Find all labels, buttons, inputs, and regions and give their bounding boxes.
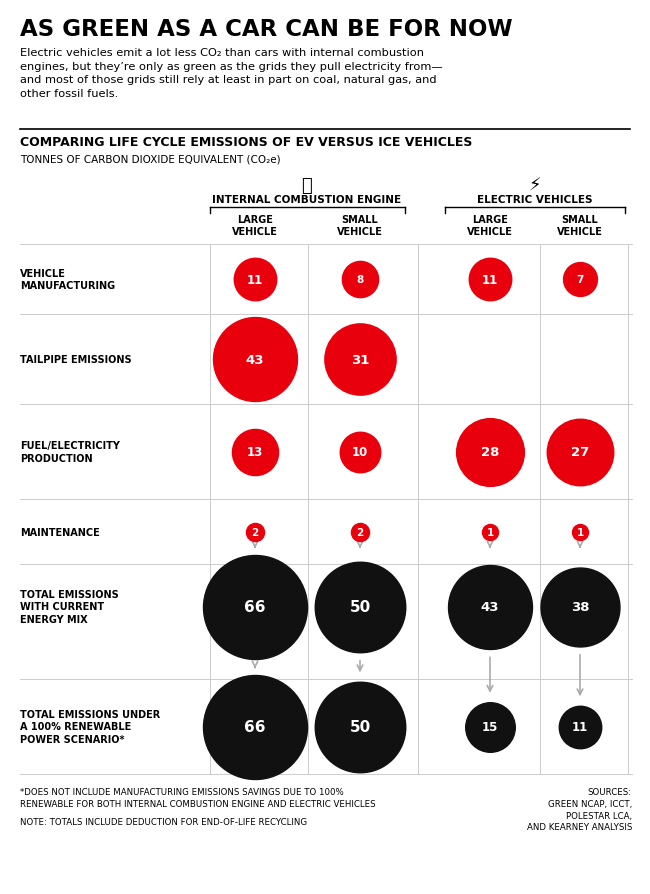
Point [575,525,585,539]
Text: 15: 15 [482,721,498,733]
Point [485,445,495,460]
Text: 11: 11 [572,721,588,733]
Text: 1: 1 [577,527,584,537]
Point [250,445,260,460]
Text: SOURCES:
GREEN NCAP, ICCT,
POLESTAR LCA,
AND KEARNEY ANALYSIS: SOURCES: GREEN NCAP, ICCT, POLESTAR LCA,… [526,787,632,831]
Text: 11: 11 [482,274,498,286]
Text: ⚡: ⚡ [528,177,541,195]
Text: 13: 13 [247,445,263,459]
Point [250,525,260,539]
Text: 31: 31 [351,353,369,366]
Text: 2: 2 [356,527,363,537]
Text: 50: 50 [350,719,370,734]
Text: 28: 28 [481,445,499,459]
Text: 43: 43 [246,353,265,366]
Text: VEHICLE
MANUFACTURING: VEHICLE MANUFACTURING [20,268,115,291]
Text: 27: 27 [571,445,589,459]
Text: ELECTRIC VEHICLES: ELECTRIC VEHICLES [477,195,593,205]
Text: 66: 66 [244,719,266,734]
Text: AS GREEN AS A CAR CAN BE FOR NOW: AS GREEN AS A CAR CAN BE FOR NOW [20,18,513,41]
Text: 10: 10 [352,445,368,459]
Text: TAILPIPE EMISSIONS: TAILPIPE EMISSIONS [20,355,131,365]
Text: Electric vehicles emit a lot less CO₂ than cars with internal combustion
engines: Electric vehicles emit a lot less CO₂ th… [20,48,443,98]
Text: NOTE: TOTALS INCLUDE DEDUCTION FOR END-OF-LIFE RECYCLING: NOTE: TOTALS INCLUDE DEDUCTION FOR END-O… [20,817,307,826]
Text: 7: 7 [577,274,584,284]
Text: 2: 2 [252,527,259,537]
Text: INTERNAL COMBUSTION ENGINE: INTERNAL COMBUSTION ENGINE [213,195,402,205]
Text: FUEL/ELECTRICITY
PRODUCTION: FUEL/ELECTRICITY PRODUCTION [20,441,120,463]
Text: SMALL
VEHICLE: SMALL VEHICLE [557,215,603,236]
Point [355,525,365,539]
Text: TOTAL EMISSIONS
WITH CURRENT
ENERGY MIX: TOTAL EMISSIONS WITH CURRENT ENERGY MIX [20,589,119,624]
Point [575,445,585,460]
Point [250,720,260,734]
Point [355,720,365,734]
Text: 8: 8 [356,274,363,284]
Point [355,352,365,367]
Point [485,720,495,734]
Point [355,445,365,460]
Point [575,600,585,614]
Point [485,600,495,614]
Text: *DOES NOT INCLUDE MANUFACTURING EMISSIONS SAVINGS DUE TO 100%
RENEWABLE FOR BOTH: *DOES NOT INCLUDE MANUFACTURING EMISSION… [20,787,376,808]
Text: 38: 38 [571,601,590,613]
Text: 🚗: 🚗 [302,177,313,195]
Text: LARGE
VEHICLE: LARGE VEHICLE [467,215,513,236]
Point [250,273,260,287]
Point [355,273,365,287]
Point [250,352,260,367]
Point [485,273,495,287]
Text: MAINTENANCE: MAINTENANCE [20,527,99,537]
Text: LARGE
VEHICLE: LARGE VEHICLE [232,215,278,236]
Point [250,600,260,614]
Point [355,600,365,614]
Text: TONNES OF CARBON DIOXIDE EQUIVALENT (CO₂e): TONNES OF CARBON DIOXIDE EQUIVALENT (CO₂… [20,154,281,164]
Text: TOTAL EMISSIONS UNDER
A 100% RENEWABLE
POWER SCENARIO*: TOTAL EMISSIONS UNDER A 100% RENEWABLE P… [20,709,161,744]
Text: SMALL
VEHICLE: SMALL VEHICLE [337,215,383,236]
Text: 50: 50 [350,599,370,614]
Text: 43: 43 [481,601,499,613]
Text: COMPARING LIFE CYCLE EMISSIONS OF EV VERSUS ICE VEHICLES: COMPARING LIFE CYCLE EMISSIONS OF EV VER… [20,136,473,148]
Point [485,525,495,539]
Point [575,273,585,287]
Text: 66: 66 [244,599,266,614]
Point [575,720,585,734]
Text: 1: 1 [486,527,493,537]
Text: 11: 11 [247,274,263,286]
